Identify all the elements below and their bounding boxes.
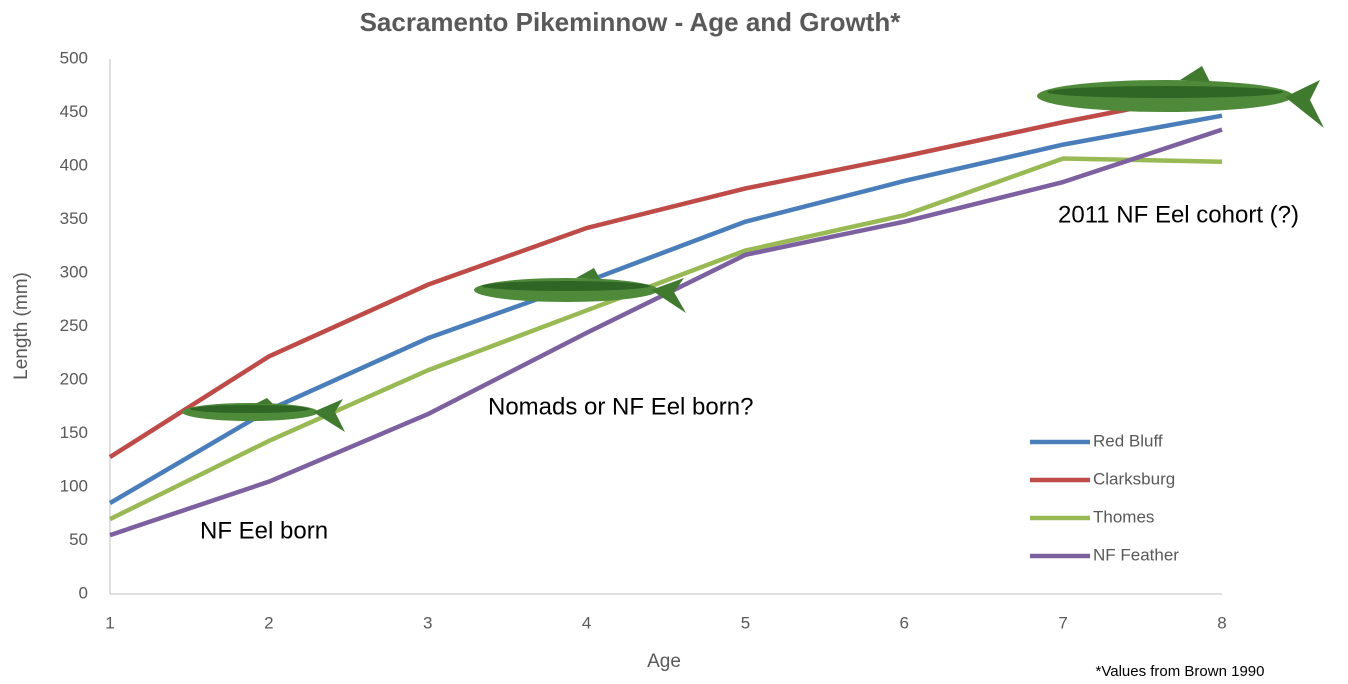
y-tick-label: 400 (60, 155, 88, 174)
x-tick-label: 4 (582, 613, 591, 632)
fish-small (182, 398, 345, 432)
series-line (110, 159, 1222, 520)
legend-label: Clarksburg (1093, 469, 1175, 488)
x-tick-label: 7 (1058, 613, 1067, 632)
x-tick-label: 3 (423, 613, 432, 632)
y-axis-label: Length (mm) (11, 272, 32, 380)
x-tick-label: 5 (741, 613, 750, 632)
y-tick-label: 150 (60, 423, 88, 442)
y-tick-label: 350 (60, 209, 88, 228)
y-tick-label: 100 (60, 476, 88, 495)
x-tick-label: 1 (105, 613, 114, 632)
annotation: 2011 NF Eel cohort (?) (1058, 201, 1299, 228)
legend-label: Thomes (1093, 507, 1154, 526)
y-tick-label: 50 (69, 530, 88, 549)
chart: Sacramento Pikeminnow - Age and Growth* … (0, 0, 1348, 684)
y-tick-label: 0 (79, 583, 88, 602)
fish-medium (474, 268, 686, 313)
series-line (110, 130, 1222, 536)
chart-title: Sacramento Pikeminnow - Age and Growth* (360, 7, 902, 37)
y-tick-label: 300 (60, 262, 88, 281)
x-axis-label: Age (647, 651, 681, 672)
y-tick-label: 450 (60, 102, 88, 121)
series-line (110, 116, 1222, 503)
x-tick-label: 8 (1217, 613, 1226, 632)
y-tick-label: 250 (60, 316, 88, 335)
x-tick-label: 2 (264, 613, 273, 632)
footnote: *Values from Brown 1990 (1096, 663, 1265, 680)
annotation: NF Eel born (200, 517, 328, 544)
legend-label: Red Bluff (1093, 431, 1163, 450)
legend-label: NF Feather (1093, 545, 1179, 564)
y-tick-label: 500 (60, 48, 88, 67)
y-tick-label: 200 (60, 369, 88, 388)
annotation: Nomads or NF Eel born? (488, 393, 753, 420)
x-tick-label: 6 (900, 613, 909, 632)
